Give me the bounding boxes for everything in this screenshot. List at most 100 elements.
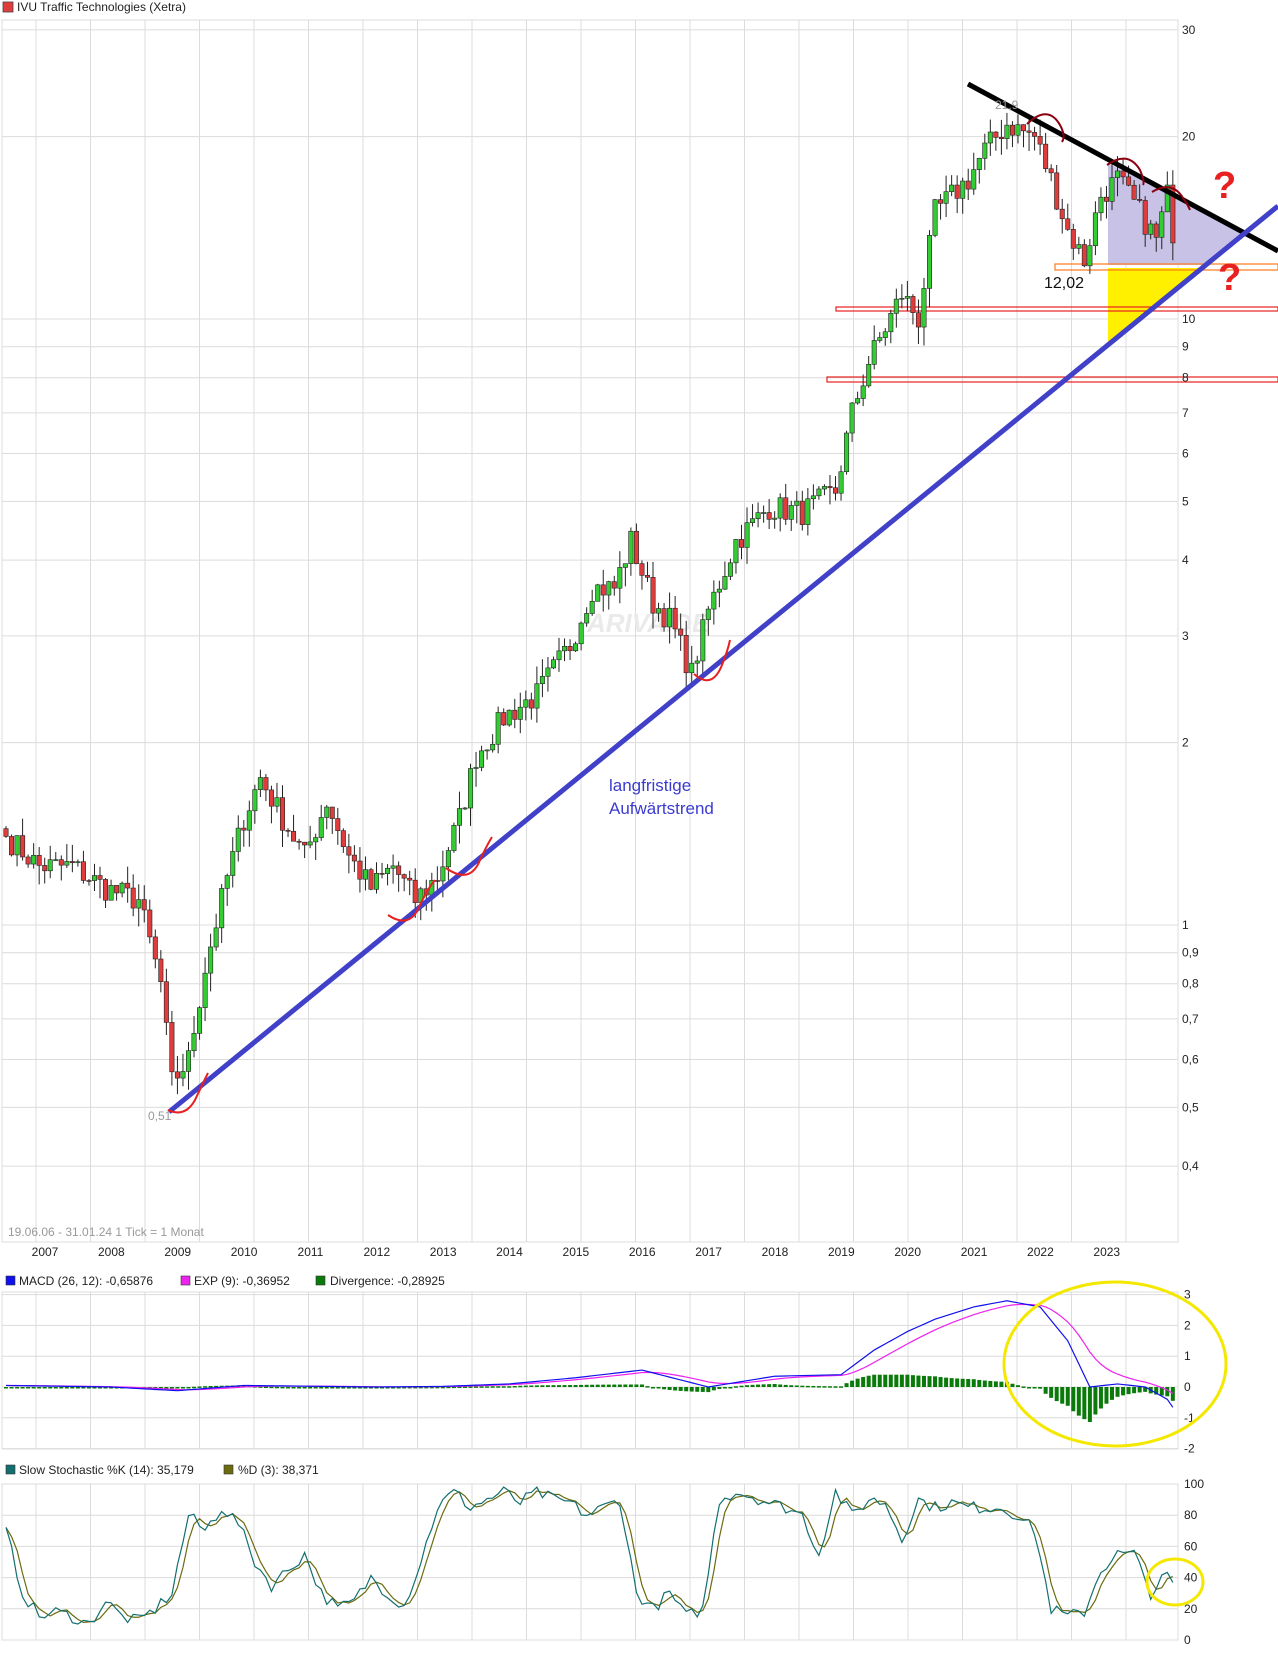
year-tick-label: 2008	[98, 1245, 125, 1259]
candle-up	[932, 199, 938, 236]
macd-tick-label: 0	[1184, 1380, 1191, 1394]
macd-pane-frame	[1, 1291, 1179, 1450]
divergence-bar	[1098, 1387, 1103, 1409]
question-mark-1: ?	[1213, 165, 1236, 207]
candle-up	[1015, 124, 1021, 136]
chart-title: IVU Traffic Technologies (Xetra)	[17, 0, 186, 14]
divergence-bar	[1032, 1387, 1037, 1389]
divergence-bar	[960, 1378, 965, 1387]
divergence-bar	[977, 1379, 982, 1387]
candle-down	[97, 875, 103, 880]
candle-down	[639, 563, 645, 576]
divergence-bar	[1143, 1387, 1148, 1392]
candle-up	[788, 505, 794, 520]
candle-up	[982, 142, 988, 159]
divergence-bar	[955, 1378, 960, 1387]
candle-down	[412, 879, 418, 903]
candle-up	[893, 298, 899, 314]
price-tick-label: 0,4	[1182, 1159, 1199, 1173]
candle-up	[185, 1050, 191, 1072]
divergence-bar	[855, 1378, 860, 1387]
divergence-bar	[695, 1387, 700, 1392]
candle-up	[849, 402, 855, 434]
period-label: 19.06.06 - 31.01.24 1 Tick = 1 Monat	[8, 1225, 204, 1239]
candle-up	[805, 498, 811, 525]
candle-up	[589, 601, 595, 614]
stoch-tick-label: 80	[1184, 1508, 1198, 1522]
price-tick-label: 0,8	[1182, 977, 1199, 991]
candle-up	[14, 835, 20, 856]
price-tick-label: 20	[1182, 130, 1196, 144]
divergence-bar	[380, 1387, 385, 1389]
price-tick-label: 10	[1182, 312, 1196, 326]
candle-up	[1159, 211, 1165, 238]
divergence-bar	[158, 1387, 163, 1389]
candle-up	[694, 660, 700, 664]
candle-down	[25, 856, 31, 865]
divergence-bar	[706, 1387, 711, 1393]
candle-down	[340, 830, 346, 848]
candle-up	[761, 512, 767, 514]
year-tick-label: 2023	[1093, 1245, 1120, 1259]
candle-up	[208, 946, 214, 974]
divergence-bar	[523, 1385, 528, 1388]
candle-down	[799, 500, 805, 525]
candle-down	[285, 829, 291, 832]
candle-up	[866, 363, 872, 387]
divergence-bar	[208, 1386, 213, 1388]
divergence-bar	[833, 1386, 838, 1388]
macd-line	[5, 1300, 1174, 1408]
candle-up	[705, 608, 711, 620]
divergence-bar	[1170, 1387, 1175, 1401]
candle-up	[191, 1033, 197, 1052]
divergence-bar	[1104, 1387, 1109, 1404]
divergence-bar	[888, 1374, 893, 1387]
candle-up	[31, 855, 37, 865]
candle-down	[567, 646, 573, 652]
divergence-bar	[811, 1385, 816, 1388]
candle-down	[954, 184, 960, 199]
divergence-bar	[9, 1387, 14, 1389]
year-tick-label: 2020	[894, 1245, 921, 1259]
divergence-bar	[241, 1385, 246, 1387]
candle-up	[224, 875, 230, 889]
resistance-arc-3	[1151, 186, 1191, 211]
divergence-bar	[612, 1384, 617, 1387]
divergence-bar	[37, 1387, 42, 1389]
divergence-bar	[109, 1387, 114, 1389]
candle-up	[1098, 196, 1104, 214]
stoch-d-legend: %D (3): 38,371	[238, 1463, 319, 1477]
divergence-bar	[180, 1387, 185, 1389]
candle-up	[440, 866, 446, 882]
stoch-k-line	[5, 1486, 1174, 1625]
candle-up	[479, 750, 485, 768]
divergence-bar	[164, 1387, 169, 1389]
support-zone-12	[1054, 263, 1278, 271]
divergence-bar	[175, 1387, 180, 1389]
candle-up	[1004, 124, 1010, 139]
stoch-d-swatch	[223, 1464, 234, 1475]
divergence-bar	[418, 1386, 423, 1389]
candle-down	[998, 137, 1004, 139]
divergence-bar	[645, 1386, 650, 1388]
candle-up	[810, 495, 816, 500]
divergence-bar	[673, 1387, 678, 1391]
candle-down	[1059, 208, 1065, 220]
divergence-bar	[75, 1387, 80, 1389]
candle-up	[606, 581, 612, 596]
divergence-bar	[363, 1387, 368, 1389]
divergence-bar	[1159, 1387, 1164, 1396]
year-tick-label: 2010	[231, 1245, 258, 1259]
divergence-bar	[286, 1386, 291, 1389]
divergence-bar	[313, 1387, 318, 1389]
divergence-bar	[169, 1387, 174, 1389]
divergence-bar	[48, 1387, 53, 1389]
divergence-bar	[1126, 1387, 1131, 1395]
candle-down	[407, 877, 413, 881]
candle-up	[119, 882, 125, 894]
candle-down	[766, 512, 772, 520]
divergence-bar	[1065, 1387, 1070, 1406]
candle-up	[108, 885, 114, 901]
candle-down	[644, 575, 650, 578]
